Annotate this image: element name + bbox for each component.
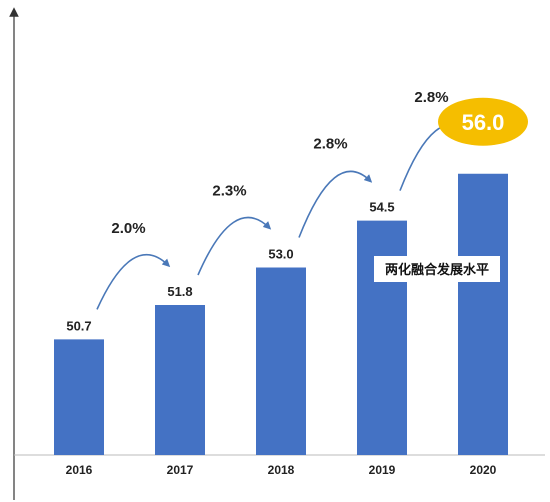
bar-2017 bbox=[155, 305, 205, 455]
value-label: 54.5 bbox=[369, 200, 394, 215]
bar-2019 bbox=[357, 220, 407, 455]
value-label: 50.7 bbox=[66, 318, 91, 333]
x-tick-label: 2016 bbox=[66, 463, 93, 477]
growth-arrow bbox=[298, 170, 373, 238]
bar-2018 bbox=[256, 267, 306, 455]
legend-box bbox=[374, 256, 500, 282]
x-tick-label: 2020 bbox=[470, 463, 497, 477]
growth-label: 2.8% bbox=[313, 136, 347, 153]
legend: 两化融合发展水平 bbox=[374, 256, 500, 282]
bar-2016 bbox=[54, 339, 104, 455]
x-tick-label: 2017 bbox=[167, 463, 194, 477]
highlight-value: 56.0 bbox=[462, 110, 505, 135]
x-tick-label: 2019 bbox=[369, 463, 396, 477]
value-label: 51.8 bbox=[167, 284, 192, 299]
growth-arrow bbox=[197, 216, 272, 276]
growth-label: 2.0% bbox=[111, 220, 145, 237]
growth-label: 2.3% bbox=[212, 183, 246, 200]
highlight-badge bbox=[438, 97, 528, 146]
legend-label: 两化融合发展水平 bbox=[385, 262, 489, 278]
growth-label: 2.8% bbox=[414, 89, 448, 106]
x-tick-label: 2018 bbox=[268, 463, 295, 477]
value-label: 53.0 bbox=[268, 247, 293, 262]
growth-arrow bbox=[96, 254, 171, 310]
bar-2020 bbox=[458, 173, 508, 455]
